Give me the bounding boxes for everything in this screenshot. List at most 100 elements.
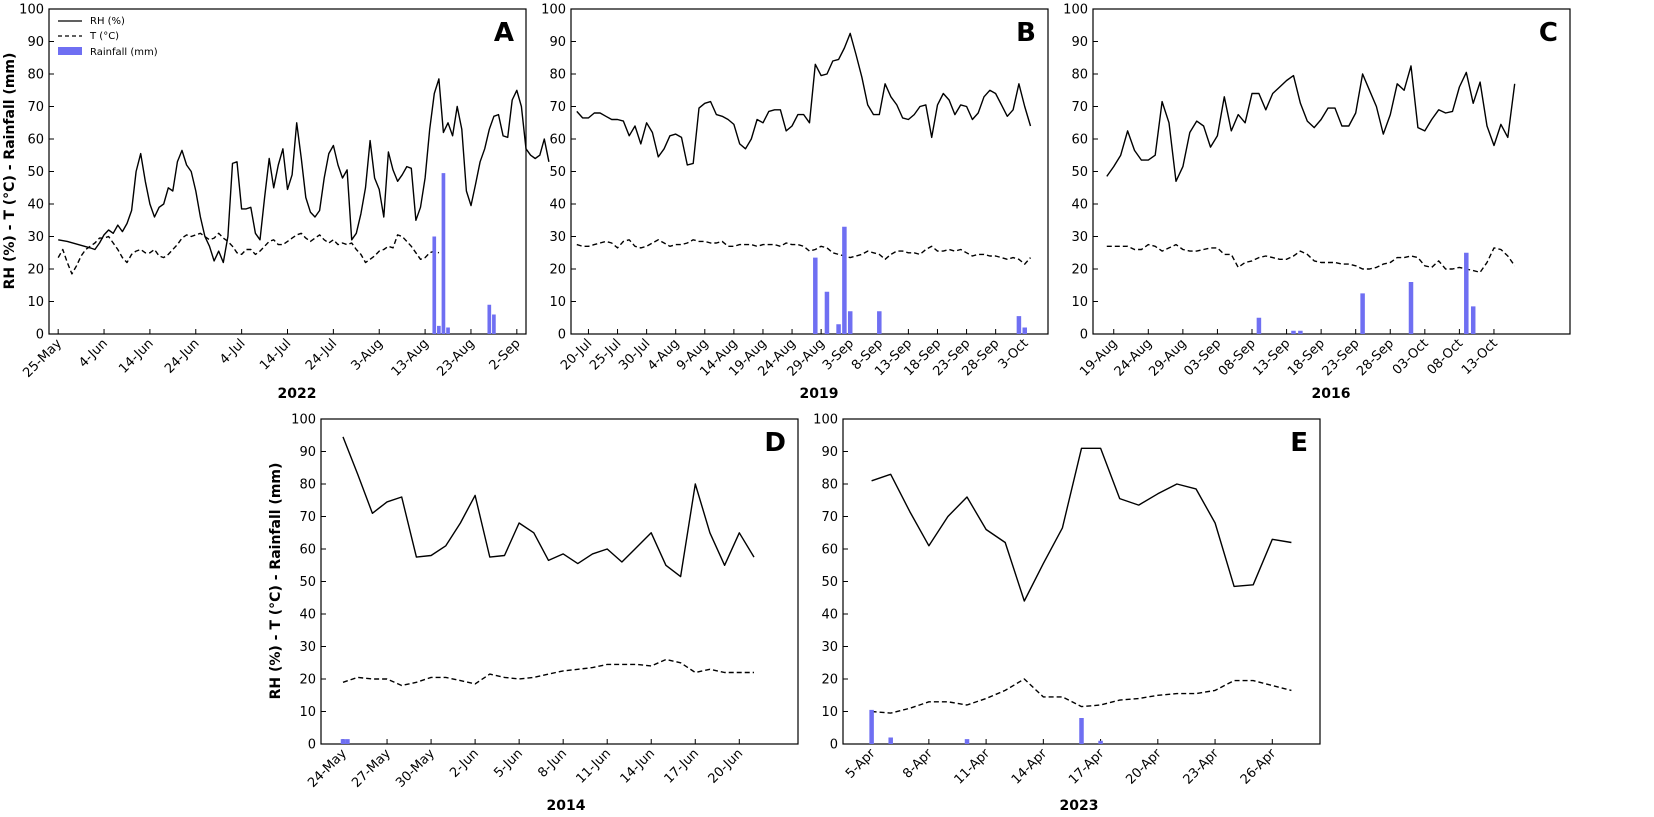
- rainfall-bar: [847, 311, 853, 334]
- panel-a: A RH (%) - T (°C) - Rainfall (mm) 2022 R…: [2, 3, 550, 402]
- x-tick-label: 8-Apr: [900, 746, 936, 782]
- y-tick-label: 30: [821, 640, 838, 655]
- x-tick-label: 25-May: [20, 336, 65, 381]
- rainfall-bar: [824, 291, 830, 334]
- y-tick-label: 60: [549, 133, 566, 148]
- x-tick-label: 2-Sep: [487, 336, 524, 373]
- plot-frame: [320, 418, 799, 745]
- y-tick-label: 70: [821, 510, 838, 525]
- panel-b: B 2019 010203040506070809010020-Jul25-Ju…: [541, 3, 1049, 402]
- rh-line: [342, 436, 755, 578]
- y-tick-label: 50: [1071, 165, 1088, 180]
- x-tick-label: 3-Oct: [996, 336, 1032, 372]
- temperature-line: [871, 678, 1292, 714]
- rainfall-bar: [842, 226, 847, 334]
- y-tick-label: 60: [27, 133, 44, 148]
- x-tick-label: 17-Apr: [1066, 746, 1108, 788]
- x-axis-label: 2016: [1312, 386, 1351, 402]
- y-axis-label: RH (%) - T (°C) - Rainfall (mm): [2, 53, 18, 290]
- panel-d: D RH (%) - T (°C) - Rainfall (mm) 2014 0…: [268, 413, 799, 814]
- chart-marks: 010203040506070809010020-Jul25-Jul30-Jul…: [541, 3, 1031, 380]
- rh-line: [576, 32, 1032, 166]
- plot-frame: [842, 418, 1321, 745]
- x-tick-label: 08-Sep: [1216, 336, 1259, 379]
- y-tick-label: 70: [549, 100, 566, 115]
- legend-t-label: T (°C): [89, 31, 119, 42]
- x-tick-label: 13-Sep: [1250, 336, 1293, 379]
- x-tick-label: 13-Oct: [1459, 336, 1501, 378]
- y-tick-label: 0: [308, 738, 316, 753]
- x-tick-label: 24-May: [305, 746, 350, 791]
- y-tick-label: 0: [36, 328, 44, 343]
- y-tick-label: 40: [27, 198, 44, 213]
- y-tick-label: 60: [821, 543, 838, 558]
- rainfall-bar: [1022, 327, 1027, 334]
- rainfall-bar: [1291, 330, 1296, 334]
- y-tick-label: 80: [1071, 68, 1088, 83]
- y-tick-label: 10: [821, 705, 838, 720]
- x-tick-label: 08-Oct: [1424, 336, 1466, 378]
- x-tick-label: 24-Aug: [1112, 336, 1155, 379]
- rainfall-bar: [441, 173, 446, 334]
- x-tick-label: 4-Jun: [76, 336, 111, 371]
- y-tick-label: 10: [299, 705, 316, 720]
- y-tick-label: 90: [1071, 35, 1088, 50]
- chart-marks: 0 10 20 30 40 50 60 70 80 90 100 24-May 27-May 30-May…: [291, 413, 755, 791]
- y-tick-label: 80: [27, 68, 44, 83]
- y-tick-label: 50: [27, 165, 44, 180]
- rh-line: [1106, 65, 1516, 182]
- y-tick-label: 30: [299, 640, 316, 655]
- x-tick-label: 23-Apr: [1181, 746, 1223, 788]
- y-tick-label: 70: [299, 510, 316, 525]
- y-axis-label: RH (%) - T (°C) - Rainfall (mm): [268, 463, 284, 700]
- x-tick-label: 03-Sep: [1181, 336, 1224, 379]
- rainfall-bar: [1408, 282, 1414, 334]
- rainfall-bar: [1464, 252, 1469, 334]
- rainfall-bar: [437, 325, 441, 334]
- x-tick-label: 4-Jul: [217, 336, 248, 367]
- x-tick-label: 03-Oct: [1390, 336, 1432, 378]
- y-tick-label: 100: [541, 3, 566, 18]
- y-tick-label: 90: [299, 445, 316, 460]
- y-tick-label: 100: [1063, 3, 1088, 18]
- rainfall-bar: [340, 739, 346, 744]
- x-tick-label: 20-Jun: [706, 746, 747, 787]
- y-tick-label: 20: [1071, 263, 1088, 278]
- y-tick-label: 60: [1071, 133, 1088, 148]
- x-tick-label: 2-Jun: [447, 746, 482, 781]
- rainfall-bar: [1098, 740, 1103, 744]
- temperature-line: [342, 658, 754, 687]
- y-tick-label: 90: [27, 35, 44, 50]
- panel-e: E 2023 0 10 20 30 40 50 60 70 80 90 100 5-Apr 8-Apr 1…: [813, 413, 1321, 814]
- temperature-line: [576, 239, 1032, 265]
- legend-rh-label: RH (%): [90, 16, 125, 27]
- x-axis-label: 2023: [1060, 798, 1099, 814]
- x-tick-label: 3-Aug: [349, 336, 387, 374]
- x-tick-label: 29-Aug: [1146, 336, 1189, 379]
- y-tick-label: 80: [821, 478, 838, 493]
- chart-marks: 0 10 20 30 40 50 60 70 80 90 100 5-Apr 8-Apr 11-Apr 14…: [813, 413, 1292, 788]
- x-tick-label: 14-Jun: [618, 746, 659, 787]
- y-tick-label: 70: [1071, 100, 1088, 115]
- x-tick-label: 11-Apr: [952, 746, 994, 788]
- rainfall-bar: [1470, 306, 1476, 334]
- panel-label: B: [1016, 18, 1036, 48]
- x-tick-label: 25-Jul: [587, 336, 624, 373]
- y-tick-label: 90: [821, 445, 838, 460]
- x-tick-label: 17-Jun: [662, 746, 703, 787]
- y-tick-label: 100: [291, 413, 316, 428]
- x-tick-label: 4-Aug: [645, 336, 683, 374]
- y-tick-label: 70: [27, 100, 44, 115]
- plot-frame: [570, 8, 1049, 335]
- temperature-line: [1106, 243, 1516, 273]
- y-tick-label: 40: [299, 608, 316, 623]
- x-tick-label: 14-Jun: [116, 336, 157, 377]
- x-axis-label: 2014: [547, 798, 586, 814]
- rainfall-bar: [877, 311, 882, 334]
- panel-label: C: [1539, 18, 1558, 48]
- x-tick-label: 26-Apr: [1238, 746, 1280, 788]
- x-tick-label: 8-Jun: [535, 746, 570, 781]
- rainfall-bar: [1256, 317, 1262, 334]
- panel-label: E: [1290, 428, 1308, 458]
